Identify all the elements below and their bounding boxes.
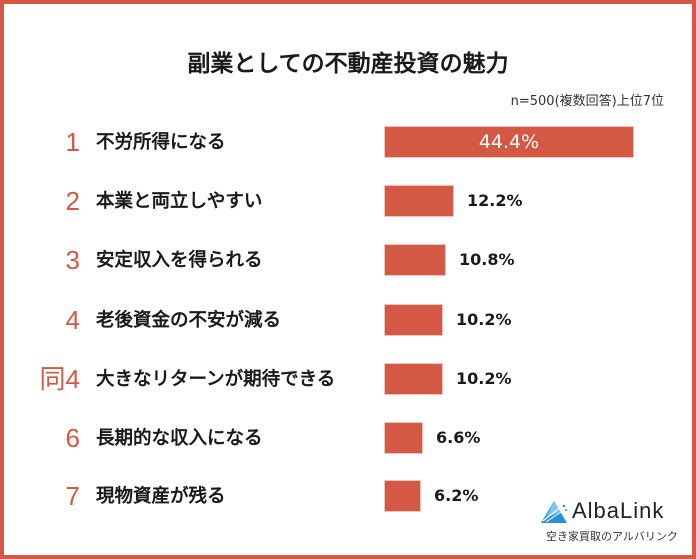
bar <box>385 245 445 275</box>
bar-row: 6 長期的な収入になる 6.6% <box>0 423 696 453</box>
category-label: 長期的な収入になる <box>96 428 263 449</box>
bar <box>385 364 442 394</box>
bar-row: 4 老後資金の不安が減る 10.2% <box>0 305 696 335</box>
rank-number: 6 <box>65 423 80 453</box>
rank-number: 7 <box>65 481 80 511</box>
value-label: 10.2% <box>456 369 512 388</box>
bar-row: 1 不労所得になる 44.4% <box>0 127 696 157</box>
rank-number: 3 <box>65 245 80 275</box>
category-label: 大きなリターンが期待できる <box>96 369 336 390</box>
bar <box>385 305 442 335</box>
bar-row: 7 現物資産が残る 6.2% <box>0 481 696 511</box>
value-label: 44.4% <box>478 131 540 153</box>
bar <box>385 186 453 216</box>
bar-row: 3 安定収入を得られる 10.8% <box>0 245 696 275</box>
logo-tagline: 空き家買取のアルバリンク <box>546 530 678 543</box>
bar <box>385 127 633 157</box>
triangle-logo-icon <box>541 501 567 523</box>
chart-title: 副業としての不動産投資の魅力 <box>187 51 509 77</box>
rank-number: 2 <box>65 186 80 216</box>
category-label: 安定収入を得られる <box>96 250 263 271</box>
value-label: 10.2% <box>456 310 512 329</box>
rank-number: 1 <box>65 127 80 157</box>
value-label: 10.8% <box>459 250 515 269</box>
bar-row: 同4 大きなリターンが期待できる 10.2% <box>0 364 696 394</box>
logo-name: AlbaLink <box>572 498 665 523</box>
category-label: 現物資産が残る <box>96 486 226 507</box>
rank-number: 同4 <box>39 364 80 394</box>
bar-row: 2 本業と両立しやすい 12.2% <box>0 186 696 216</box>
bar <box>385 423 422 453</box>
category-label: 本業と両立しやすい <box>96 191 263 212</box>
value-label: 6.2% <box>434 486 479 505</box>
albalink-logo: AlbaLink 空き家買取のアルバリンク <box>540 498 680 548</box>
rank-number: 4 <box>65 305 80 335</box>
chart-subtitle: n=500(複数回答)上位7位 <box>510 94 664 109</box>
bar <box>385 481 420 511</box>
value-label: 6.6% <box>436 428 481 447</box>
value-label: 12.2% <box>467 191 523 210</box>
category-label: 不労所得になる <box>96 132 226 153</box>
category-label: 老後資金の不安が減る <box>96 310 282 331</box>
